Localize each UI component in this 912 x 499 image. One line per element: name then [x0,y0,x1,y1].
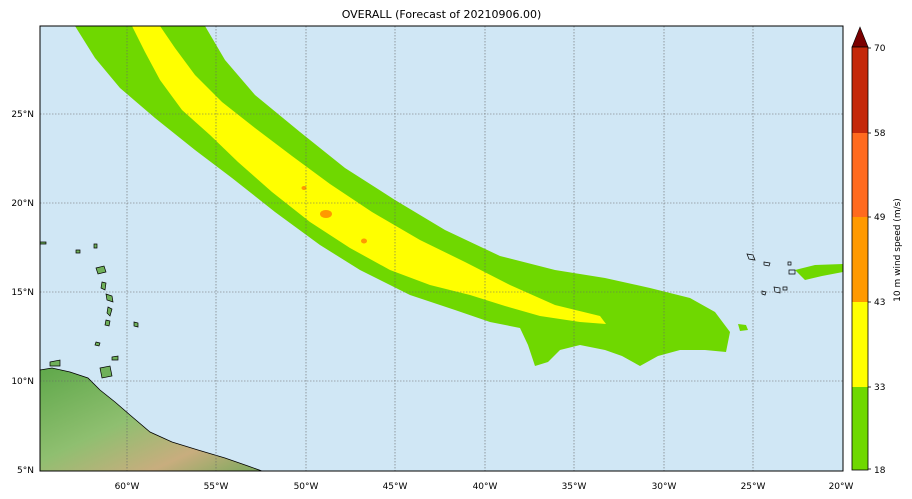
colorbar-tick-label: 18 [874,466,886,476]
wind-band-18-33-dot [738,324,748,331]
x-tick-label: 30°W [652,482,677,492]
colorbar-segment [852,302,868,387]
wind-spot-43-49 [361,238,367,244]
south-america-land [40,367,263,471]
colorbar-extend-arrow [851,26,869,48]
colorbar: 70 58 49 43 33 18 10 m wind speed (m/s) [851,26,903,476]
x-tick-label: 20°W [829,482,854,492]
colorbar-tick-label: 43 [874,298,885,308]
map-title: OVERALL (Forecast of 20210906.00) [341,8,542,21]
y-tick-label: 25°N [11,110,34,120]
x-axis: 60°W 55°W 50°W 45°W 40°W 35°W 30°W 25°W … [115,482,854,492]
wind-spot-43-49 [301,186,307,190]
colorbar-segment [852,47,868,133]
x-tick-label: 25°W [741,482,766,492]
y-axis: 25°N 20°N 15°N 10°N 5°N [11,110,34,476]
colorbar-segment [852,133,868,217]
wind-band-18-33-east [795,264,843,280]
y-tick-label: 5°N [17,466,34,476]
wind-spot-43-49 [320,210,332,218]
colorbar-segment [852,387,868,470]
y-tick-label: 10°N [11,377,34,387]
y-tick-label: 15°N [11,288,34,298]
map-gridlines [40,26,843,471]
colorbar-title: 10 m wind speed (m/s) [893,198,903,302]
wind-band-18-33 [75,26,730,366]
colorbar-frame [851,46,869,471]
colorbar-tick-label: 70 [874,44,886,54]
colorbar-tick-label: 49 [874,213,886,223]
x-tick-label: 40°W [473,482,498,492]
y-tick-label: 20°N [11,199,34,209]
x-tick-label: 60°W [115,482,140,492]
x-tick-label: 35°W [562,482,587,492]
wind-band-33-43 [132,26,606,324]
x-tick-label: 55°W [204,482,229,492]
x-tick-label: 50°W [294,482,319,492]
caribbean-islands [40,241,139,379]
map-frame [39,25,844,472]
x-tick-label: 45°W [383,482,408,492]
colorbar-segment [852,217,868,302]
colorbar-tick-label: 58 [874,129,886,139]
colorbar-tick-label: 33 [874,383,885,393]
